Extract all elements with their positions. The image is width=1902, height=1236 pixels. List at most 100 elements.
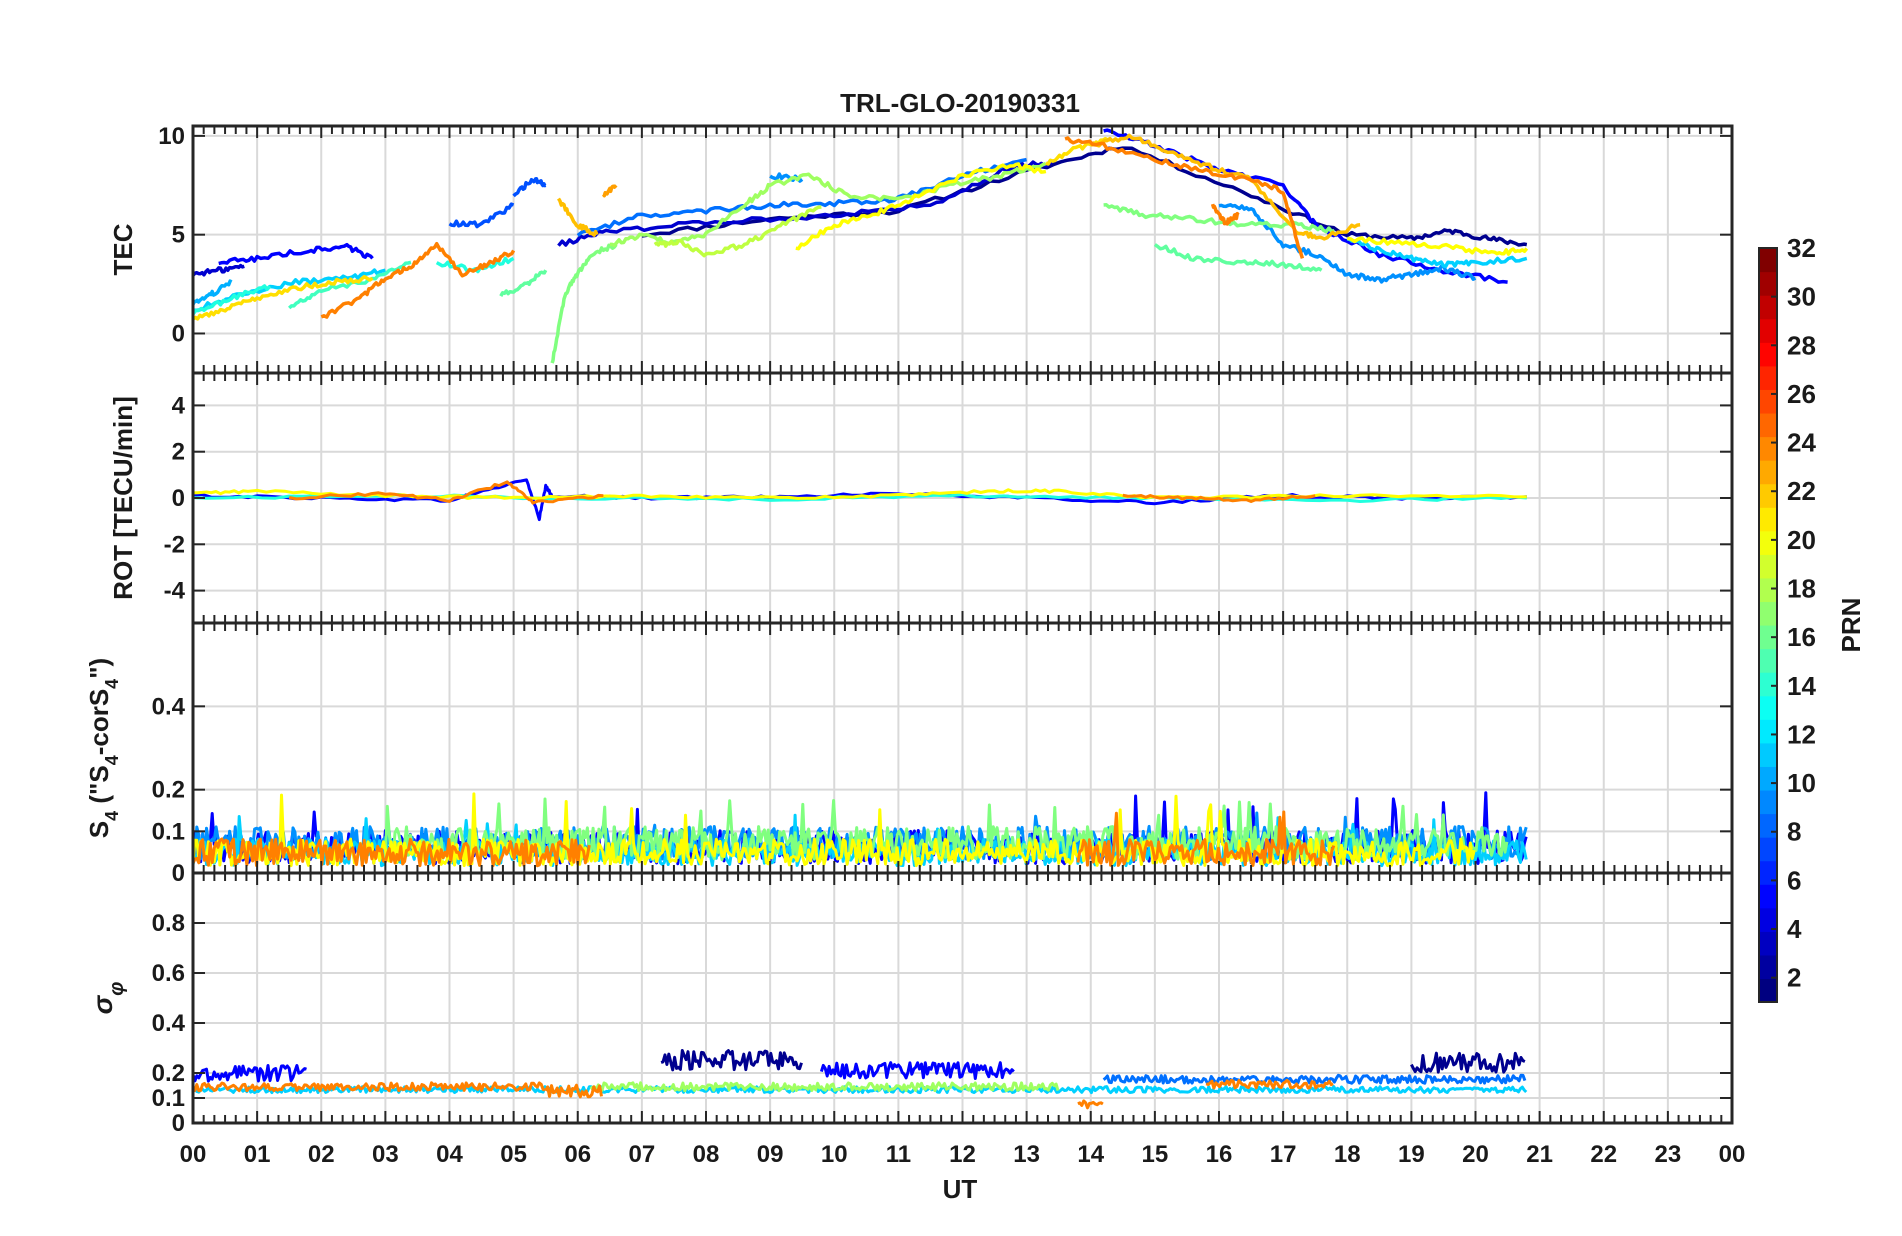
series-prn-4 — [1103, 128, 1508, 284]
colorbar-segment — [1759, 460, 1777, 485]
colorbar-tick-label: 12 — [1787, 719, 1816, 749]
series-prn-4 — [218, 242, 374, 266]
y-tick-label: -4 — [164, 578, 186, 605]
x-tick-label: 16 — [1206, 1141, 1233, 1168]
colorbar-frame — [1758, 247, 1778, 1003]
colorbar-segment — [1759, 436, 1777, 461]
colorbar-segment — [1759, 789, 1777, 815]
x-axis-label: UT — [943, 1174, 978, 1204]
data-series — [193, 791, 1528, 868]
s4-panel: 0 0.1 0.2 0.4 S4 ("S4-corS4") — [84, 621, 1734, 887]
series-prn-8 — [448, 202, 515, 229]
x-tick-label: 12 — [949, 1141, 976, 1168]
x-tick-label: 21 — [1526, 1141, 1553, 1168]
series-prn-4 — [193, 1064, 307, 1083]
colorbar-tick-label: 10 — [1787, 768, 1816, 798]
rot-panel: -4 -2 0 2 4 ROT [TECU/min] — [108, 371, 1734, 625]
colorbar-segment — [1759, 884, 1777, 909]
x-axis-ticks: 00 01 02 03 04 05 06 07 08 09 10 11 12 13 14 15 16 17 18 19… — [180, 1141, 1746, 1168]
colorbar-segment — [1759, 719, 1777, 744]
colorbar-tick-label: 6 — [1787, 865, 1801, 895]
colorbar-tick-label: 26 — [1787, 379, 1816, 409]
colorbar-segment — [1759, 554, 1777, 579]
y-tick-label: 0 — [172, 485, 185, 512]
colorbar-segment — [1759, 412, 1777, 438]
colorbar-tick-label: 4 — [1787, 914, 1802, 944]
colorbar-tick-label: 14 — [1787, 671, 1816, 701]
y-tick-label: 0 — [172, 1110, 185, 1137]
series-prn-10 — [1218, 203, 1477, 284]
y-axis-label: ROT [TECU/min] — [108, 396, 138, 600]
series-prn-16 — [499, 269, 548, 297]
series-prn-19 — [653, 205, 822, 258]
series-prn-14 — [193, 284, 272, 316]
series-prn-16 — [1153, 243, 1323, 272]
x-tick-label: 10 — [821, 1141, 848, 1168]
colorbar-segment — [1759, 742, 1777, 767]
colorbar-segment — [1759, 295, 1777, 320]
colorbar-segment — [1759, 695, 1777, 720]
y-tick-label: 2 — [172, 439, 185, 466]
x-tick-label: 18 — [1334, 1141, 1361, 1168]
series-prn-13 — [193, 268, 386, 313]
series-prn-20 — [1346, 236, 1529, 256]
series-prn-1 — [1410, 1051, 1526, 1074]
colorbar-segment — [1759, 672, 1777, 697]
colorbar-segment — [1759, 625, 1777, 650]
y-tick-label: 0.6 — [152, 960, 185, 987]
colorbar-label: PRN — [1836, 598, 1866, 653]
x-tick-label: 08 — [693, 1141, 720, 1168]
x-tick-label: 11 — [886, 1141, 911, 1168]
series-prn-24 — [1205, 1078, 1334, 1090]
y-tick-label: -2 — [164, 531, 185, 558]
y-tick-label: 5 — [172, 222, 185, 249]
x-tick-label: 15 — [1142, 1141, 1169, 1168]
x-tick-label: 22 — [1590, 1141, 1617, 1168]
series-prn-17 — [550, 243, 618, 364]
y-axis-label: S4 ("S4-corS4") — [84, 658, 122, 838]
series-prn-24 — [1076, 810, 1336, 867]
colorbar-tick-label: 16 — [1787, 622, 1816, 652]
colorbar-segment — [1759, 648, 1777, 673]
series-prn-15 — [288, 260, 412, 310]
series-prn-24 — [193, 1081, 546, 1093]
colorbar-tick-label: 24 — [1787, 428, 1816, 458]
colorbar-segment — [1759, 837, 1777, 862]
x-tick-label: 13 — [1013, 1141, 1040, 1168]
data-series — [193, 128, 1529, 364]
figure-title: TRL-GLO-20190331 — [840, 88, 1080, 118]
colorbar-tick-label: 30 — [1787, 282, 1816, 312]
x-tick-label: 09 — [757, 1141, 784, 1168]
x-tick-label: 14 — [1077, 1141, 1104, 1168]
data-series — [193, 1049, 1528, 1110]
series-prn-9 — [576, 157, 1027, 237]
colorbar-segment — [1759, 860, 1777, 885]
series-prn-3 — [193, 263, 245, 277]
colorbar-segment — [1759, 389, 1777, 414]
colorbar-segment — [1759, 483, 1777, 508]
colorbar-segment — [1759, 365, 1777, 390]
colorbar-tick-label: 22 — [1787, 476, 1816, 506]
y-tick-label: 0.8 — [152, 910, 185, 937]
colorbar-segment — [1759, 318, 1777, 343]
y-tick-label: 0.4 — [152, 1010, 186, 1037]
tec-panel: 0 5 10 TEC — [108, 123, 1734, 375]
series-prn-23 — [602, 184, 618, 198]
colorbar-tick-label: 32 — [1787, 233, 1816, 263]
y-tick-label: 0 — [172, 320, 185, 347]
x-tick-label: 17 — [1270, 1141, 1297, 1168]
y-tick-label: 0.2 — [152, 1060, 185, 1087]
colorbar-segment — [1759, 931, 1777, 956]
x-tick-label: 02 — [308, 1141, 335, 1168]
series-prn-24 — [544, 1083, 603, 1099]
x-tick-label: 23 — [1655, 1141, 1682, 1168]
colorbar-tick-label: 2 — [1787, 963, 1801, 993]
series-prn-17 — [1103, 203, 1335, 234]
x-tick-label: 00 — [1719, 1141, 1746, 1168]
series-prn-20 — [795, 162, 1047, 251]
y-axis-label: σφ — [87, 982, 128, 1015]
colorbar-tick-label: 18 — [1787, 574, 1816, 604]
series-prn-24 — [1122, 493, 1316, 503]
y-tick-label: 0.2 — [152, 777, 185, 804]
